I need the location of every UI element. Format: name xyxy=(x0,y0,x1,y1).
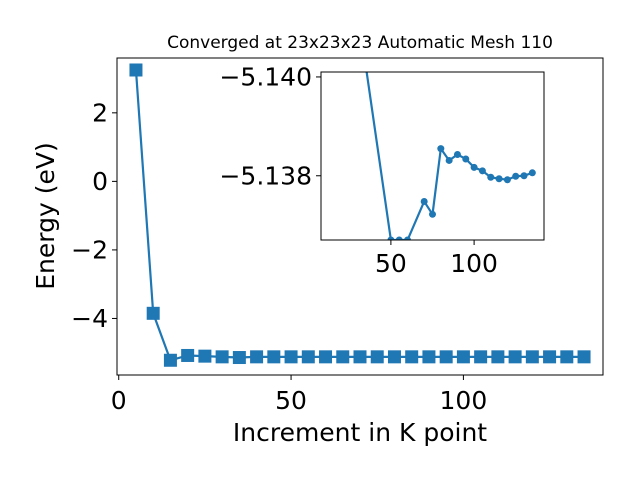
main-data-point xyxy=(474,350,488,364)
main-x-ticks: 0 50 100 xyxy=(111,375,487,415)
inset-data-point xyxy=(395,236,403,240)
main-y-tick-label: −4 xyxy=(71,304,108,333)
inset-y-tick-label: −5.138 xyxy=(219,161,312,190)
inset-data-point xyxy=(437,145,445,153)
inset-data-point xyxy=(470,163,478,171)
main-data-point xyxy=(163,353,177,367)
main-data-point xyxy=(267,350,281,364)
main-data-point xyxy=(146,306,160,320)
inset-data-point xyxy=(520,172,528,180)
inset-data-point xyxy=(387,236,395,240)
main-y-tick-label: −2 xyxy=(71,235,108,264)
inset-x-tick-label: 100 xyxy=(450,249,498,278)
main-data-point xyxy=(319,350,333,364)
inset-data-point xyxy=(478,167,486,175)
inset-y-tick-label: −5.140 xyxy=(219,62,312,91)
inset-series xyxy=(365,72,536,240)
main-data-point xyxy=(215,350,229,364)
main-y-tick-label: 0 xyxy=(92,167,108,196)
main-data-point xyxy=(525,350,539,364)
main-data-point xyxy=(284,350,298,364)
inset-data-point xyxy=(445,156,453,164)
inset-data-point xyxy=(462,155,470,163)
inset-data-point xyxy=(503,176,511,184)
inset-data-point xyxy=(495,175,503,183)
inset-y-ticks: −5.140 −5.138 xyxy=(219,62,321,190)
main-data-point xyxy=(543,350,557,364)
inset-x-ticks: 50 100 xyxy=(375,240,498,278)
main-data-point xyxy=(491,350,505,364)
main-data-point xyxy=(301,350,315,364)
main-data-point xyxy=(422,350,436,364)
inset-data-point xyxy=(404,236,412,240)
main-data-point xyxy=(181,348,195,362)
main-data-point xyxy=(577,350,591,364)
inset-data-point xyxy=(429,210,436,218)
main-data-point xyxy=(370,350,384,364)
chart-title: Converged at 23x23x23 Automatic Mesh 110 xyxy=(167,33,553,53)
main-data-point xyxy=(508,350,522,364)
inset-data-point xyxy=(420,197,428,205)
x-axis-label: Increment in K point xyxy=(233,418,487,447)
main-y-ticks: 2 0 −2 −4 xyxy=(71,98,117,333)
inset-data-point xyxy=(453,151,461,159)
inset-data-point xyxy=(487,173,495,181)
main-data-point xyxy=(439,350,453,364)
main-data-point xyxy=(198,349,212,363)
inset-plot-area: 50 100 −5.140 −5.138 xyxy=(219,62,545,278)
main-data-point xyxy=(560,350,574,364)
inset-x-tick-label: 50 xyxy=(375,249,407,278)
main-data-point xyxy=(387,350,401,364)
main-data-point xyxy=(456,350,470,364)
main-data-point xyxy=(250,350,264,364)
main-axes-frame xyxy=(116,57,604,376)
main-data-point xyxy=(353,350,367,364)
main-data-point xyxy=(232,351,246,365)
main-x-tick-label: 100 xyxy=(440,386,488,415)
inset-data-point xyxy=(528,169,536,177)
main-plot-area: 0 50 100 2 0 −2 −4 xyxy=(71,57,604,415)
main-series xyxy=(129,63,591,367)
main-y-tick-label: 2 xyxy=(92,98,108,127)
main-data-point xyxy=(336,350,350,364)
main-data-point xyxy=(405,350,419,364)
y-axis-label: Energy (eV) xyxy=(31,142,60,289)
main-data-point xyxy=(129,63,143,77)
main-x-tick-label: 0 xyxy=(111,386,127,415)
inset-axes-frame xyxy=(320,71,545,241)
inset-data-point xyxy=(512,172,520,180)
main-x-tick-label: 50 xyxy=(275,386,307,415)
